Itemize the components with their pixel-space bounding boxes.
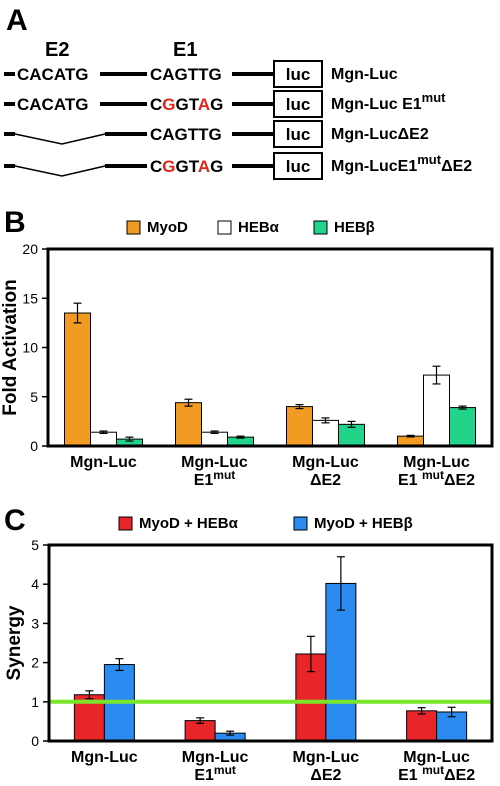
- luc-label: luc: [286, 125, 311, 144]
- base: GT: [176, 157, 200, 176]
- category-label: Mgn-Luc: [293, 749, 360, 766]
- legend: MyoD HEBα HEBβ: [126, 219, 375, 236]
- category-label: Mgn-Luc: [292, 454, 359, 471]
- legend-label: HEBβ: [334, 219, 375, 236]
- mutated-base: G: [162, 157, 175, 176]
- legend-label: MyoD + HEBα: [139, 515, 239, 532]
- luc-label: luc: [286, 95, 311, 114]
- category-label: ΔE2: [310, 767, 341, 784]
- panel-c-chart: C MyoD + HEBα MyoD + HEBβ 0 1 2 3 4 5 Synergy Mgn…: [4, 504, 494, 784]
- e1-sequence: CAGTTG: [150, 125, 222, 144]
- y-axis-title: Synergy: [4, 605, 25, 680]
- base: G: [210, 157, 223, 176]
- y-tick-label: 2: [31, 655, 39, 671]
- luc-label: luc: [286, 157, 311, 176]
- mutated-base: A: [198, 157, 210, 176]
- construct-row: CACATG CAGTTG luc Mgn-Luc: [4, 60, 398, 88]
- bar: [90, 431, 117, 447]
- construct-name: Mgn-LucE1mutΔE2: [331, 152, 472, 175]
- legend-swatch: [217, 220, 232, 235]
- bar: [286, 406, 313, 447]
- mutated-base: A: [198, 95, 210, 114]
- e1-sequence: CGGTAG: [150, 157, 223, 176]
- base: C: [150, 157, 162, 176]
- construct-name: Mgn-Luc E1mut: [331, 90, 446, 113]
- category-label: Mgn-Luc: [403, 454, 470, 471]
- y-tick-label: 4: [31, 576, 39, 592]
- panel-c-letter: C: [4, 504, 26, 537]
- e1-sequence: CAGTTG: [150, 65, 222, 84]
- bar: [423, 374, 450, 447]
- luc-box: [273, 90, 323, 118]
- category-label: ΔE2: [310, 472, 341, 489]
- legend-label: MyoD: [147, 219, 188, 236]
- category-label: Mgn-Luc: [70, 454, 137, 471]
- y-axis-title: Fold Activation: [0, 279, 21, 416]
- legend-swatch: [313, 220, 328, 235]
- y-tick-label: 15: [22, 290, 38, 306]
- e1-sequence: CGGTAG: [150, 95, 223, 114]
- construct-row: CACATG CGGTAG luc Mgn-Luc E1mut: [4, 90, 446, 118]
- base: C: [150, 95, 162, 114]
- legend-swatch: [126, 220, 141, 235]
- y-tick-label: 3: [31, 615, 39, 631]
- deletion-line: [14, 165, 106, 177]
- deletion-line: [14, 133, 106, 145]
- y-tick-label: 5: [30, 389, 38, 405]
- e2-sequence: CACATG: [17, 95, 88, 114]
- y-tick-label: 0: [31, 733, 39, 749]
- category-label: E1 mutΔE2: [398, 468, 475, 489]
- y-tick-label: 5: [31, 537, 39, 553]
- plot-frame: [47, 543, 494, 743]
- y-tick-label: 1: [31, 694, 39, 710]
- construct-row: CGGTAG luc Mgn-LucE1mutΔE2: [4, 152, 472, 180]
- base: CAGTTG: [150, 65, 222, 84]
- panel-a-letter: A: [6, 4, 28, 37]
- base: G: [210, 95, 223, 114]
- bar: [406, 710, 438, 742]
- e2-sequence: CACATG: [17, 65, 88, 84]
- legend-label: HEBα: [238, 219, 280, 236]
- category-label: E1 mutΔE2: [398, 763, 475, 784]
- e2-header: E2: [45, 39, 69, 61]
- luc-box: [273, 60, 323, 88]
- luc-label: luc: [286, 65, 311, 84]
- mutated-base: G: [162, 95, 175, 114]
- category-label: E1mut: [194, 468, 236, 489]
- y-tick-label: 20: [22, 241, 38, 257]
- legend-swatch: [118, 516, 133, 531]
- luc-box: [273, 152, 323, 180]
- panel-b-letter: B: [4, 206, 26, 239]
- bar: [201, 431, 228, 447]
- construct-row: CAGTTG luc Mgn-LucΔE2: [4, 120, 429, 148]
- category-label: Mgn-Luc: [71, 749, 138, 766]
- category-label: Mgn-Luc: [181, 454, 248, 471]
- legend-label: MyoD + HEBβ: [314, 515, 413, 532]
- construct-name: Mgn-LucΔE2: [331, 126, 429, 143]
- bar: [175, 402, 202, 447]
- plot-frame: [46, 247, 494, 448]
- y-tick-label: 10: [22, 340, 38, 356]
- e1-header: E1: [173, 39, 197, 61]
- category-label: E1mut: [194, 763, 236, 784]
- y-tick-label: 0: [30, 438, 38, 454]
- base: CAGTTG: [150, 125, 222, 144]
- category-label: Mgn-Luc: [403, 749, 470, 766]
- base: GT: [176, 95, 200, 114]
- construct-name: Mgn-Luc: [331, 66, 398, 83]
- bar: [312, 419, 339, 447]
- legend: MyoD + HEBα MyoD + HEBβ: [118, 515, 413, 532]
- luc-box: [273, 120, 323, 148]
- bar: [449, 407, 476, 447]
- panel-b-chart: B MyoD HEBα HEBβ 0 5 10 15 20 Fold Activation Mgn…: [0, 206, 494, 489]
- legend-swatch: [293, 516, 308, 531]
- bar: [64, 312, 91, 447]
- category-label: Mgn-Luc: [182, 749, 249, 766]
